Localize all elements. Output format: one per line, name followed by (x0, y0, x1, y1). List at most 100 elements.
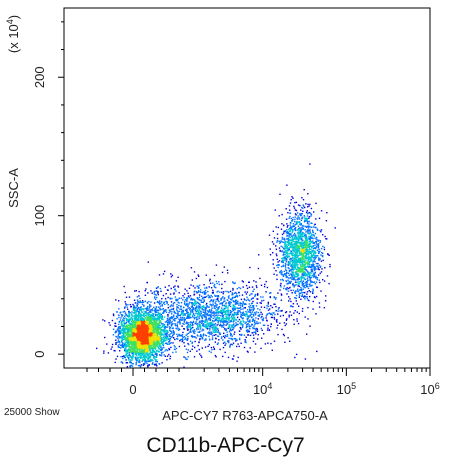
event-dot (147, 343, 150, 345)
event-dot (103, 352, 105, 354)
event-dot (179, 322, 181, 324)
event-dot (230, 299, 232, 301)
event-dot (214, 294, 216, 297)
event-dot (126, 362, 129, 364)
event-dot (209, 318, 212, 320)
event-dot (209, 282, 212, 284)
event-dot (201, 320, 204, 322)
event-dot (228, 326, 230, 329)
event-dot (209, 333, 211, 335)
event-dot (128, 348, 130, 350)
event-dot (154, 333, 156, 335)
event-dot (121, 328, 123, 331)
event-dot (157, 337, 159, 339)
event-dot (227, 340, 229, 342)
event-dot (230, 343, 232, 345)
event-dot (180, 302, 183, 304)
event-dot (228, 297, 230, 299)
event-dot (171, 308, 173, 310)
event-dot (161, 326, 164, 328)
event-dot (130, 362, 132, 364)
event-dot (248, 303, 251, 305)
event-dot (213, 313, 215, 315)
event-dot (125, 304, 127, 306)
event-dot (159, 307, 161, 309)
event-dot (214, 286, 216, 288)
event-dot (151, 312, 154, 315)
event-dot (135, 353, 138, 355)
event-dot (150, 322, 153, 324)
event-dot (129, 323, 131, 325)
event-dot (199, 328, 202, 330)
event-dot (126, 306, 128, 308)
event-dot (157, 350, 159, 352)
event-dot (142, 329, 144, 332)
event-dot (141, 311, 143, 313)
event-dot (279, 315, 282, 317)
event-dot (158, 302, 161, 305)
event-dot (220, 299, 222, 301)
event-dot (118, 300, 120, 302)
event-dot (137, 339, 139, 341)
event-dot (143, 315, 145, 318)
event-dot (196, 323, 198, 325)
event-dot (259, 313, 261, 316)
event-dot (160, 348, 162, 351)
event-dot (191, 322, 194, 325)
event-dot (131, 323, 133, 325)
event-dot (155, 334, 158, 337)
event-dot (129, 361, 131, 364)
event-dot (237, 356, 239, 359)
event-dot (228, 302, 230, 305)
event-dot (170, 304, 173, 306)
event-dot (159, 312, 161, 315)
event-dot (136, 333, 138, 336)
event-dot (200, 336, 203, 338)
event-dot (121, 361, 124, 364)
event-dot (279, 310, 281, 312)
event-dot (150, 338, 152, 341)
event-dot (189, 331, 191, 333)
event-dot (205, 309, 207, 311)
event-dot (256, 328, 259, 331)
event-dot (192, 320, 195, 323)
event-dot (267, 342, 269, 344)
event-dot (141, 300, 144, 302)
event-dot (215, 328, 217, 330)
event-dot (132, 363, 134, 365)
event-dot (156, 330, 158, 332)
event-dot (207, 327, 209, 330)
event-dot (197, 344, 199, 347)
event-dot (207, 290, 209, 293)
event-dot (131, 358, 134, 360)
event-dot (147, 345, 149, 347)
event-dot (136, 355, 138, 357)
event-dot (169, 293, 172, 295)
event-dot (166, 339, 168, 341)
event-dot (174, 320, 176, 322)
event-dot (212, 301, 214, 303)
event-dot (132, 330, 134, 332)
event-dot (249, 319, 251, 321)
event-dot (144, 294, 147, 296)
event-dot (199, 337, 201, 340)
event-dot (150, 340, 152, 343)
event-dot (275, 297, 277, 299)
event-dot (123, 325, 125, 328)
event-dot (201, 306, 203, 308)
event-dot (204, 315, 206, 318)
event-dot (151, 332, 153, 334)
event-dot (123, 337, 125, 339)
event-dot (133, 337, 135, 340)
event-dot (120, 322, 123, 324)
event-dot (151, 309, 153, 312)
event-dot (202, 296, 204, 299)
event-dot (243, 334, 246, 336)
event-dot (240, 298, 243, 301)
event-dot (235, 302, 237, 304)
event-dot (151, 341, 154, 343)
event-dot (261, 313, 263, 315)
event-dot (261, 300, 263, 302)
event-dot (143, 328, 146, 331)
event-dot (131, 313, 133, 315)
